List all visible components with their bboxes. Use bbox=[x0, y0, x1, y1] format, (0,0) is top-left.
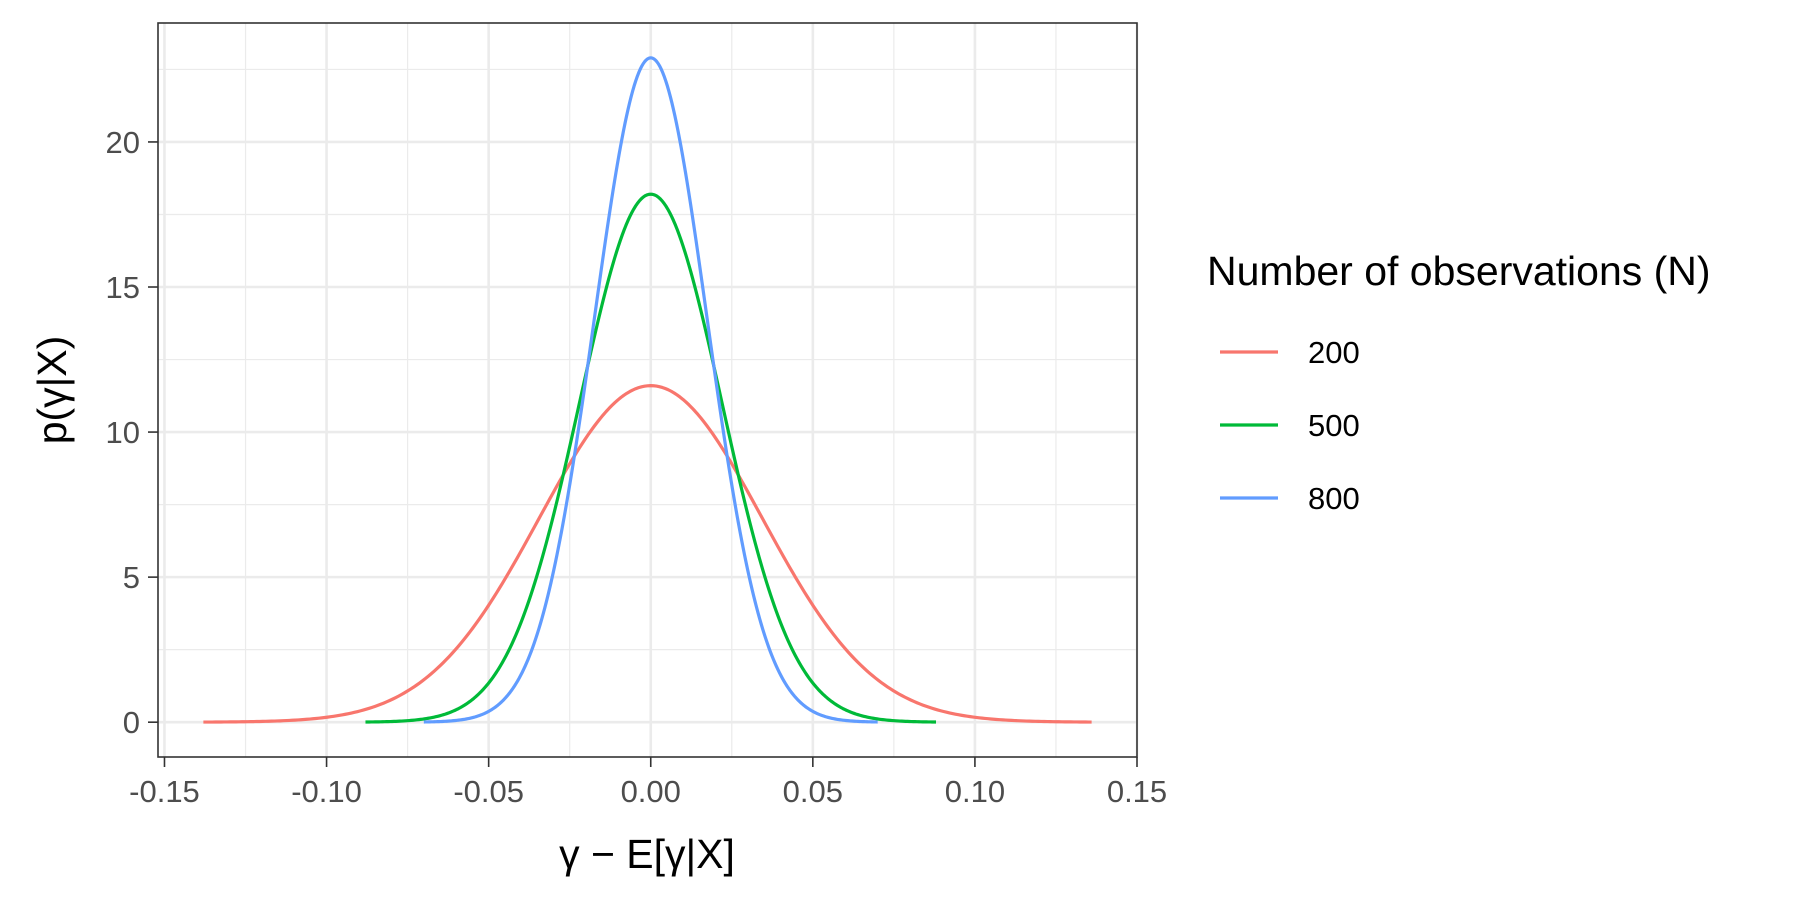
x-tick-label: 0.00 bbox=[621, 774, 681, 809]
legend-label-n200: 200 bbox=[1308, 335, 1360, 370]
x-tick-label: 0.10 bbox=[945, 774, 1005, 809]
x-tick-label: -0.05 bbox=[453, 774, 524, 809]
x-axis: -0.15 -0.10 -0.05 0.00 0.05 0.10 0.15 bbox=[129, 757, 1167, 809]
x-tick-label: 0.15 bbox=[1107, 774, 1167, 809]
legend-label-n500: 500 bbox=[1308, 408, 1360, 443]
x-tick-label: -0.10 bbox=[291, 774, 362, 809]
y-tick-label: 20 bbox=[106, 125, 140, 160]
y-tick-label: 5 bbox=[123, 560, 140, 595]
y-tick-label: 10 bbox=[106, 415, 140, 450]
legend-items: 200 500 800 bbox=[1220, 335, 1360, 516]
y-axis-title: p(γ|X) bbox=[29, 336, 75, 445]
density-curves bbox=[203, 56, 1092, 724]
density-line-n500 bbox=[365, 192, 937, 724]
y-axis: 0 5 10 15 20 bbox=[106, 125, 158, 740]
density-line-n200 bbox=[203, 384, 1092, 724]
legend: Number of observations (N) 200 500 800 bbox=[1207, 248, 1711, 516]
legend-title: Number of observations (N) bbox=[1207, 248, 1711, 294]
legend-label-n800: 800 bbox=[1308, 481, 1360, 516]
y-tick-label: 0 bbox=[123, 705, 140, 740]
x-tick-label: 0.05 bbox=[783, 774, 843, 809]
x-axis-title: γ − E[γ|X] bbox=[559, 831, 735, 877]
x-tick-label: -0.15 bbox=[129, 774, 200, 809]
y-tick-label: 15 bbox=[106, 270, 140, 305]
density-line-n800 bbox=[423, 56, 878, 724]
plot-panel-background bbox=[158, 23, 1137, 757]
plot-panel-border bbox=[157, 22, 1138, 758]
